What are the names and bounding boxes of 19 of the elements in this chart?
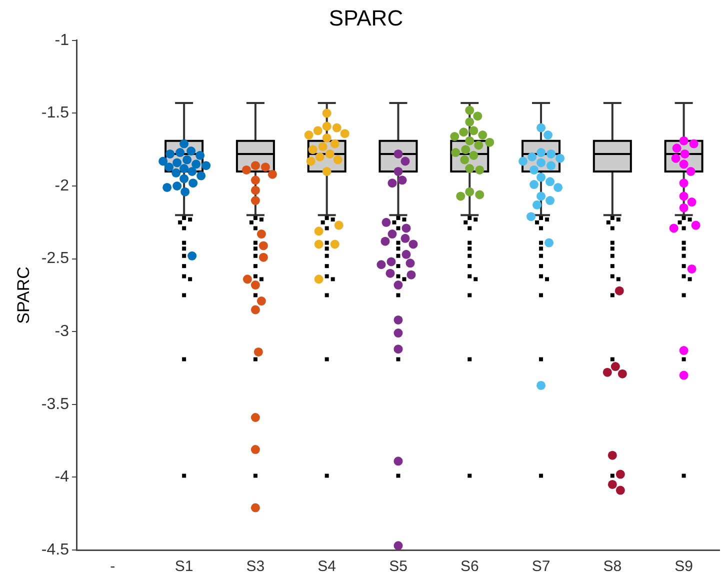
y-tick-label: -1 xyxy=(54,32,70,49)
y-tick-label: -4.5 xyxy=(41,541,70,558)
y-tick-label: -1.5 xyxy=(41,104,70,122)
x-tick-label: S9 xyxy=(674,558,693,576)
x-tick-label: S7 xyxy=(532,558,550,576)
x-tick-label: S4 xyxy=(318,558,336,576)
x-tick-label: - xyxy=(110,558,116,576)
x-tick-label: S1 xyxy=(174,558,194,576)
y-tick-label: -2 xyxy=(54,177,70,194)
y-tick-label: -3 xyxy=(54,323,70,340)
y-tick-label: -3.5 xyxy=(41,396,70,413)
y-tick-label: -4 xyxy=(54,468,70,486)
x-tick-label: S3 xyxy=(246,558,265,576)
y-axis-title: SPARC xyxy=(14,266,33,324)
y-tick-label: -2.5 xyxy=(41,250,70,268)
x-tick-label: S8 xyxy=(603,558,622,576)
x-tick-label: S5 xyxy=(389,558,408,576)
x-tick-label: S6 xyxy=(460,558,479,576)
chart-title: SPARC xyxy=(328,5,404,30)
